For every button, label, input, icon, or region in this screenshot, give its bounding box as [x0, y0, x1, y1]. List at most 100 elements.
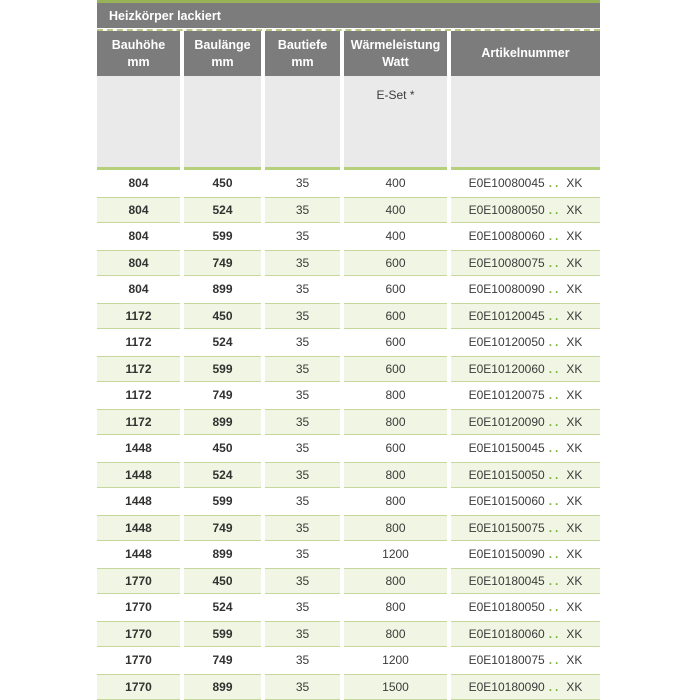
artikel-code: E0E10180050	[468, 600, 545, 615]
table-row: 804 749 35 600 E0E10080075 .. XK	[97, 249, 600, 276]
table-body: 804 450 35 400 E0E10080045 .. XK 804 524…	[97, 170, 600, 700]
artikel-code: E0E10150050	[468, 467, 545, 482]
cell-baulaenge: 749	[184, 647, 261, 674]
cell-artikelnummer: E0E10080090 .. XK	[451, 276, 600, 303]
cell-baulaenge: 524	[184, 196, 261, 223]
artikel-dots: ..	[548, 573, 562, 588]
cell-watt: 600	[344, 276, 447, 303]
column-unit: mm	[291, 54, 314, 69]
cell-artikelnummer: E0E10180050 .. XK	[451, 594, 600, 621]
subheader-row: E-Set *	[97, 76, 600, 170]
table-row: 804 450 35 400 E0E10080045 .. XK	[97, 170, 600, 197]
cell-bautiefe: 35	[265, 594, 340, 621]
table-row: 1770 524 35 800 E0E10180050 .. XK	[97, 594, 600, 621]
artikel-dots: ..	[548, 229, 562, 244]
cell-watt: 800	[344, 567, 447, 594]
cell-watt: 600	[344, 435, 447, 462]
artikel-code: E0E10180075	[468, 653, 545, 668]
column-label: Baulänge	[194, 37, 251, 52]
cell-artikelnummer: E0E10080050 .. XK	[451, 196, 600, 223]
cell-baulaenge: 749	[184, 514, 261, 541]
artikel-code: E0E10120075	[468, 388, 545, 403]
cell-bautiefe: 35	[265, 673, 340, 700]
artikel-code: E0E10150090	[468, 547, 545, 562]
cell-bauhoehe: 804	[97, 249, 180, 276]
cell-bauhoehe: 1172	[97, 302, 180, 329]
artikel-code: E0E10180060	[468, 626, 545, 641]
artikel-suffix: XK	[566, 202, 583, 217]
column-unit: Watt	[382, 54, 409, 69]
artikel-suffix: XK	[566, 176, 583, 191]
cell-watt: 1200	[344, 647, 447, 674]
cell-artikelnummer: E0E10150075 .. XK	[451, 514, 600, 541]
cell-artikelnummer: E0E10180090 .. XK	[451, 673, 600, 700]
cell-bauhoehe: 1770	[97, 594, 180, 621]
artikel-suffix: XK	[566, 653, 583, 668]
artikel-code: E0E10120050	[468, 335, 545, 350]
cell-watt: 800	[344, 488, 447, 515]
artikel-suffix: XK	[566, 308, 583, 323]
cell-artikelnummer: E0E10120075 .. XK	[451, 382, 600, 409]
artikel-code: E0E10080045	[468, 176, 545, 191]
artikel-dots: ..	[548, 494, 562, 509]
artikel-code: E0E10150060	[468, 494, 545, 509]
cell-artikelnummer: E0E10080045 .. XK	[451, 170, 600, 197]
cell-watt: 800	[344, 461, 447, 488]
cell-artikelnummer: E0E10180060 .. XK	[451, 620, 600, 647]
cell-baulaenge: 599	[184, 355, 261, 382]
cell-bautiefe: 35	[265, 223, 340, 250]
subheader-cell-baulaenge	[184, 76, 261, 170]
cell-artikelnummer: E0E10150050 .. XK	[451, 461, 600, 488]
artikel-code: E0E10080060	[468, 229, 545, 244]
artikel-code: E0E10080090	[468, 282, 545, 297]
accent-top-line	[97, 0, 600, 3]
cell-artikelnummer: E0E10120045 .. XK	[451, 302, 600, 329]
cell-watt: 1500	[344, 673, 447, 700]
cell-watt: 1200	[344, 541, 447, 568]
cell-artikelnummer: E0E10120090 .. XK	[451, 408, 600, 435]
artikel-dots: ..	[548, 547, 562, 562]
artikel-suffix: XK	[566, 282, 583, 297]
cell-watt: 800	[344, 514, 447, 541]
column-unit: mm	[127, 54, 150, 69]
cell-bauhoehe: 804	[97, 276, 180, 303]
cell-bauhoehe: 1172	[97, 329, 180, 356]
cell-bautiefe: 35	[265, 329, 340, 356]
artikel-suffix: XK	[566, 441, 583, 456]
artikel-suffix: XK	[566, 573, 583, 588]
cell-bauhoehe: 804	[97, 196, 180, 223]
cell-bauhoehe: 1172	[97, 408, 180, 435]
artikel-dots: ..	[548, 679, 562, 694]
subheader-cell-bauhoehe	[97, 76, 180, 170]
column-header-bauhoehe: Bauhöhe mm	[97, 31, 180, 76]
table-row: 1448 524 35 800 E0E10150050 .. XK	[97, 461, 600, 488]
table-row: 1172 899 35 800 E0E10120090 .. XK	[97, 408, 600, 435]
artikel-code: E0E10120060	[468, 361, 545, 376]
cell-baulaenge: 749	[184, 249, 261, 276]
cell-bauhoehe: 1448	[97, 461, 180, 488]
cell-watt: 400	[344, 223, 447, 250]
cell-baulaenge: 524	[184, 329, 261, 356]
cell-artikelnummer: E0E10180075 .. XK	[451, 647, 600, 674]
cell-bauhoehe: 1770	[97, 647, 180, 674]
artikel-code: E0E10180090	[468, 679, 545, 694]
cell-baulaenge: 524	[184, 461, 261, 488]
artikel-dots: ..	[548, 626, 562, 641]
cell-watt: 800	[344, 382, 447, 409]
cell-bautiefe: 35	[265, 302, 340, 329]
cell-bauhoehe: 1448	[97, 514, 180, 541]
artikel-code: E0E10150075	[468, 520, 545, 535]
artikel-dots: ..	[548, 308, 562, 323]
artikel-code: E0E10120090	[468, 414, 545, 429]
table-title: Heizkörper lackiert	[97, 3, 600, 28]
column-label: Wärmeleistung	[350, 37, 441, 52]
artikel-suffix: XK	[566, 388, 583, 403]
cell-bautiefe: 35	[265, 514, 340, 541]
cell-watt: 600	[344, 249, 447, 276]
cell-baulaenge: 749	[184, 382, 261, 409]
cell-watt: 400	[344, 196, 447, 223]
cell-artikelnummer: E0E10180045 .. XK	[451, 567, 600, 594]
subheader-cell-eset: E-Set *	[344, 76, 447, 170]
table-row: 804 899 35 600 E0E10080090 .. XK	[97, 276, 600, 303]
cell-bautiefe: 35	[265, 488, 340, 515]
